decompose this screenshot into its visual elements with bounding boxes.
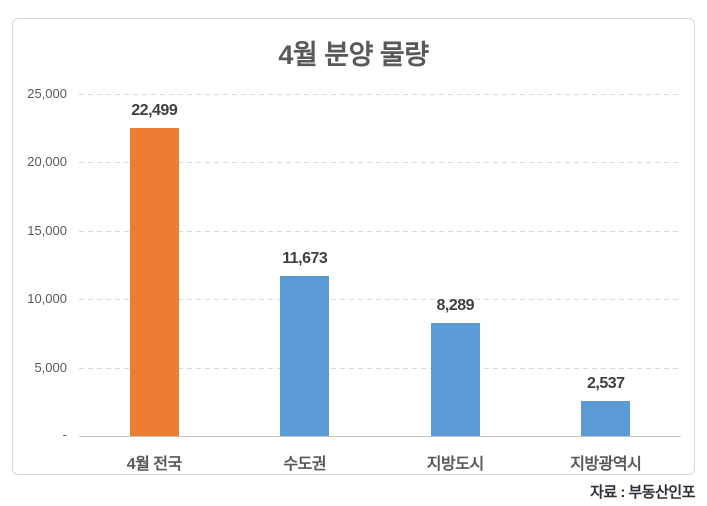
bar-value-label: 11,673 <box>282 250 328 268</box>
y-axis-tick-label: 15,000 <box>27 222 67 238</box>
plot-area: 25,000 20,000 15,000 10,000 5,000 - 22,499 4월 전… <box>13 19 694 474</box>
gridline <box>79 230 681 232</box>
y-axis-tick-label: 20,000 <box>27 154 67 170</box>
category-label: 수도권 <box>283 456 327 473</box>
bar-2 <box>280 276 330 436</box>
chart-title: 4월 분양 물량 <box>278 40 429 70</box>
bar-3 <box>430 322 480 436</box>
category-label: 지방도시 <box>426 456 484 473</box>
category-label: 4월 전국 <box>126 456 183 473</box>
bar-value-label: 22,499 <box>131 102 178 120</box>
y-axis-tick-label: 5,000 <box>34 359 67 375</box>
gridline <box>79 94 681 95</box>
y-axis-tick-label: 25,000 <box>27 86 67 101</box>
category-label: 지방광역시 <box>570 456 642 473</box>
y-axis-zero-label: - <box>62 427 67 442</box>
gridline <box>79 162 681 164</box>
y-axis-tick-label: 10,000 <box>27 291 67 307</box>
bar-4 <box>581 401 631 436</box>
bar-1 <box>129 128 179 436</box>
bar-value-label: 8,289 <box>436 296 475 314</box>
bar-value-label: 2,537 <box>586 375 625 393</box>
source-credit: 자료 : 부동산인포 <box>590 484 695 501</box>
chart-card: 4월 분양 물량 25,000 20,000 15,000 10,000 5,000-2… <box>12 18 695 475</box>
gridline <box>79 299 681 301</box>
gridline <box>79 367 681 369</box>
x-axis-baseline <box>79 436 681 437</box>
